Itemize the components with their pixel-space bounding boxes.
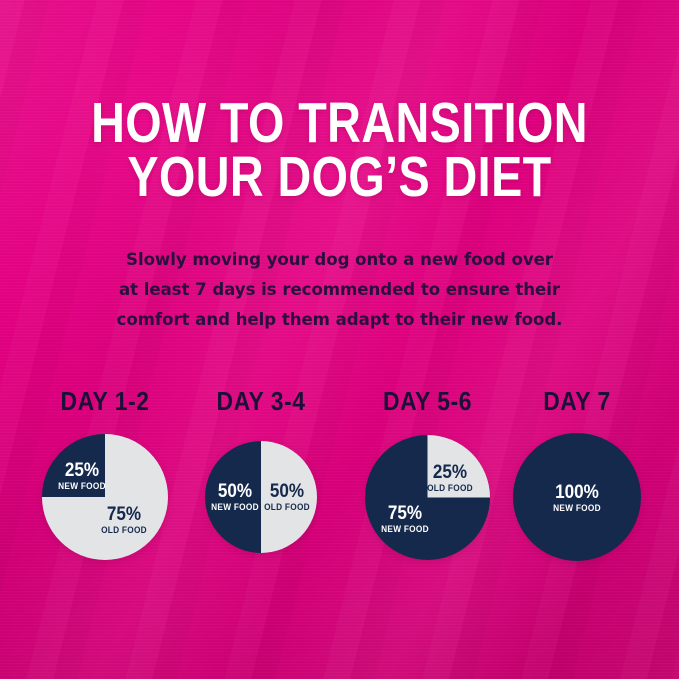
pie-slice-percent: 75%: [106, 503, 141, 525]
pie-slice-caption: NEW FOOD: [553, 503, 601, 514]
pie-slice-percent: 25%: [432, 461, 468, 483]
pie-slice-caption: OLD FOOD: [427, 482, 473, 493]
day-label-4: DAY 7: [543, 386, 611, 416]
pie-chart-row: DAY 1-2 25% NEW FOOD 75% OLD FOOD DAY 3-…: [0, 388, 679, 608]
pie-slice-label-new-food: 75% NEW FOOD: [381, 504, 429, 534]
pie-slice-caption: NEW FOOD: [381, 523, 429, 534]
subtitle-line-2: at least 7 days is recommended to ensure…: [118, 279, 561, 299]
pie-slice-label-old-food: 25% OLD FOOD: [427, 462, 473, 492]
pie-slice-percent: 75%: [387, 502, 423, 524]
pie-chart-day-3-4: 50% NEW FOOD 50% OLD FOOD: [205, 441, 317, 553]
day-label-1: DAY 1-2: [60, 386, 150, 416]
day-label-3: DAY 5-6: [383, 386, 472, 416]
pie-slice-label-old-food: 75% OLD FOOD: [101, 505, 147, 535]
pie-slice-percent: 25%: [65, 459, 100, 481]
pie-slice-caption: OLD FOOD: [100, 524, 147, 535]
pie-slice-percent: 50%: [269, 480, 304, 502]
pie-group-day-3-4: DAY 3-4 50% NEW FOOD 50% OLD FOOD: [185, 388, 337, 553]
title-line-2: YOUR DOG’S DIET: [127, 145, 552, 210]
pie-slice-caption: OLD FOOD: [263, 501, 310, 512]
pie-chart-day-7: 100% NEW FOOD: [513, 433, 641, 561]
pie-slice-caption: NEW FOOD: [211, 501, 260, 512]
pie-slice-label-old-food: 50% OLD FOOD: [264, 482, 310, 512]
pie-slice-percent: 50%: [218, 480, 253, 502]
pie-slice-label-new-food: 50% NEW FOOD: [211, 482, 259, 512]
pie-slice-label-new-food: 25% NEW FOOD: [58, 460, 106, 490]
pie-group-day-1-2: DAY 1-2 25% NEW FOOD 75% OLD FOOD: [17, 388, 193, 560]
pie-slice-caption: NEW FOOD: [58, 480, 107, 491]
page-title: HOW TO TRANSITION YOUR DOG’S DIET: [61, 91, 618, 210]
day-label-2: DAY 3-4: [216, 386, 306, 416]
subtitle-line-1: Slowly moving your dog onto a new food o…: [126, 249, 553, 269]
pie-slice-label-new-food: 100% NEW FOOD: [553, 483, 601, 513]
pie-chart-day-1-2: 25% NEW FOOD 75% OLD FOOD: [42, 434, 168, 560]
pie-group-day-5-6: DAY 5-6 25% OLD FOOD 75% NEW FOOD: [345, 388, 510, 560]
pie-slice-percent: 100%: [555, 482, 599, 504]
pie-group-day-7: DAY 7 100% NEW FOOD: [505, 388, 649, 561]
pie-chart-day-5-6: 25% OLD FOOD 75% NEW FOOD: [365, 435, 490, 560]
page-subtitle: Slowly moving your dog onto a new food o…: [0, 245, 679, 335]
subtitle-line-3: comfort and help them adapt to their new…: [116, 309, 563, 329]
title-line-1: HOW TO TRANSITION: [91, 91, 588, 156]
